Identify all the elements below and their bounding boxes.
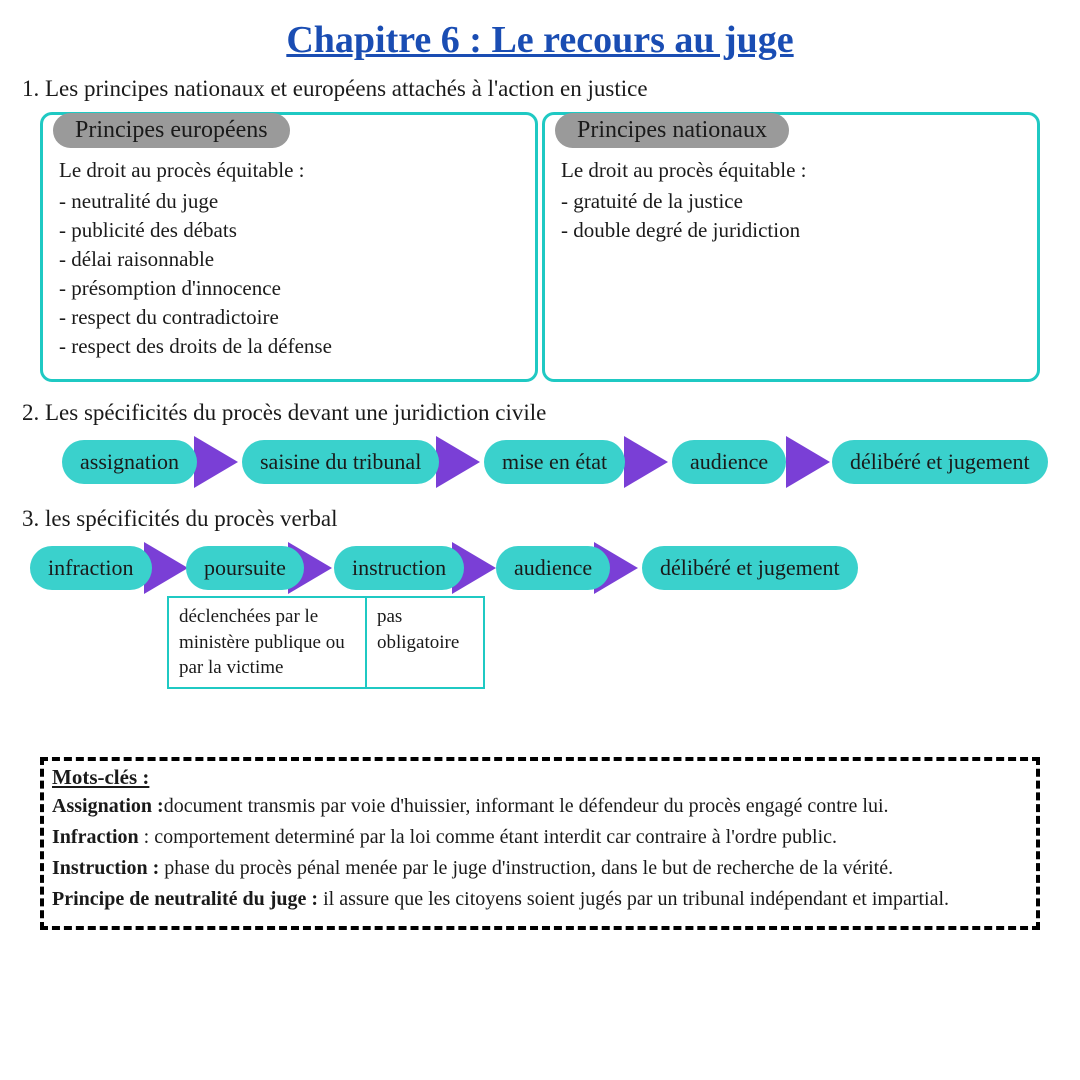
note-instruction: pas obligatoire <box>365 596 485 689</box>
note-poursuite: déclenchées par le ministère publique ou… <box>167 596 365 689</box>
european-item: - publicité des débats <box>59 218 519 243</box>
national-item: - double degré de juridiction <box>561 218 1021 243</box>
arrow-icon <box>436 436 480 488</box>
european-item: - présomption d'innocence <box>59 276 519 301</box>
penal-notes: déclenchées par le ministère publique ou… <box>167 596 1058 689</box>
flow-step: délibéré et jugement <box>832 440 1048 484</box>
keyword-entry: Instruction : phase du procès pénal mené… <box>52 854 1028 883</box>
european-item: - délai raisonnable <box>59 247 519 272</box>
european-badge: Principes européens <box>53 113 290 148</box>
european-lead: Le droit au procès équitable : <box>59 158 519 183</box>
arrow-icon <box>786 436 830 488</box>
flow-step: assignation <box>62 440 197 484</box>
section3-heading: 3. les spécificités du procès verbal <box>22 506 1058 532</box>
national-badge: Principes nationaux <box>555 113 789 148</box>
keyword-entry: Infraction : comportement determiné par … <box>52 823 1028 852</box>
civil-flow: assignation saisine du tribunal mise en … <box>44 436 1058 494</box>
european-item: - respect du contradictoire <box>59 305 519 330</box>
flow-step: audience <box>672 440 786 484</box>
section2-heading: 2. Les spécificités du procès devant une… <box>22 400 1058 426</box>
keywords-title: Mots-clés : <box>52 765 1028 790</box>
national-principles-box: Principes nationaux Le droit au procès é… <box>542 112 1040 382</box>
keywords-box: Mots-clés : Assignation :document transm… <box>40 757 1040 930</box>
keyword-entry: Principe de neutralité du juge : il assu… <box>52 885 1028 914</box>
arrow-icon <box>194 436 238 488</box>
page-title: Chapitre 6 : Le recours au juge <box>22 18 1058 62</box>
national-lead: Le droit au procès équitable : <box>561 158 1021 183</box>
flow-step: instruction <box>334 546 464 590</box>
european-item: - neutralité du juge <box>59 189 519 214</box>
penal-flow: infraction poursuite instruction audienc… <box>26 542 1058 600</box>
flow-step: saisine du tribunal <box>242 440 439 484</box>
european-item: - respect des droits de la défense <box>59 334 519 359</box>
flow-step: poursuite <box>186 546 304 590</box>
arrow-icon <box>624 436 668 488</box>
principles-container: Principes européens Le droit au procès é… <box>40 112 1040 382</box>
flow-step: infraction <box>30 546 152 590</box>
flow-step: audience <box>496 546 610 590</box>
european-principles-box: Principes européens Le droit au procès é… <box>40 112 538 382</box>
section1-heading: 1. Les principes nationaux et européens … <box>22 76 1058 102</box>
flow-step: mise en état <box>484 440 625 484</box>
keyword-entry: Assignation :document transmis par voie … <box>52 792 1028 821</box>
flow-step: délibéré et jugement <box>642 546 858 590</box>
national-item: - gratuité de la justice <box>561 189 1021 214</box>
